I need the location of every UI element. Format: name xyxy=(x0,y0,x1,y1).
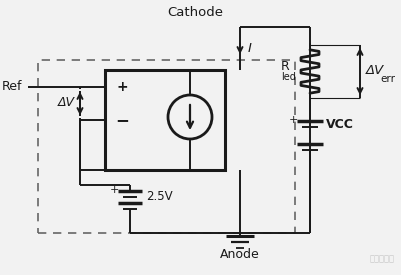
Text: 电路一点通: 电路一点通 xyxy=(369,254,394,263)
Text: I: I xyxy=(247,42,251,54)
Text: err: err xyxy=(379,74,394,84)
Text: +: + xyxy=(109,185,118,195)
Text: VCC: VCC xyxy=(325,119,353,131)
Text: Cathode: Cathode xyxy=(166,6,223,18)
Text: 2.5V: 2.5V xyxy=(146,191,172,204)
Circle shape xyxy=(168,95,211,139)
Text: Anode: Anode xyxy=(220,249,259,262)
Text: +: + xyxy=(116,80,128,94)
Text: −: − xyxy=(115,111,129,129)
Text: Ref: Ref xyxy=(2,81,22,94)
Text: R: R xyxy=(281,60,289,73)
Text: ΔV: ΔV xyxy=(57,97,74,109)
Text: +: + xyxy=(288,115,297,125)
Text: ΔV: ΔV xyxy=(365,64,383,76)
Polygon shape xyxy=(105,70,225,170)
Text: led: led xyxy=(280,72,295,82)
